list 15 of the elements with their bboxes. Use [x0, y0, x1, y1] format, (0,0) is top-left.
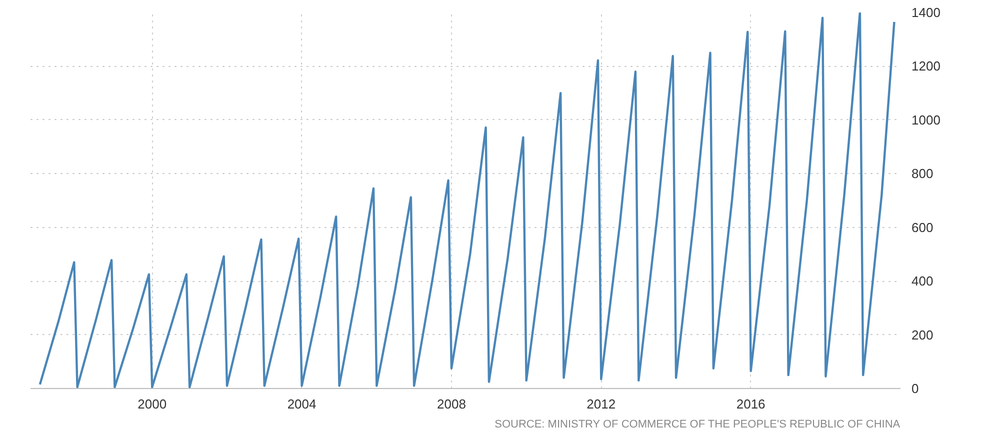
- y-tick-label: 0: [912, 381, 919, 396]
- y-tick-label: 800: [912, 166, 934, 182]
- x-tick-label: 2012: [586, 396, 616, 412]
- y-tick-label: 600: [912, 220, 934, 235]
- x-tick-label: 2008: [437, 396, 466, 412]
- y-tick-label: 200: [912, 327, 934, 342]
- x-tick-label: 2004: [287, 396, 316, 412]
- y-tick-label: 400: [912, 274, 934, 289]
- source-note: SOURCE: MINISTRY OF COMMERCE OF THE PEOPLE'S REPUBLIC OF CHINA: [494, 418, 901, 430]
- x-tick-label: 2000: [138, 396, 167, 412]
- y-tick-label: 1200: [912, 58, 940, 74]
- line-series: [38, 12, 896, 388]
- x-tick-label: 2016: [736, 396, 766, 412]
- y-tick-label: 1400: [912, 5, 940, 20]
- y-tick-label: 1000: [912, 112, 940, 128]
